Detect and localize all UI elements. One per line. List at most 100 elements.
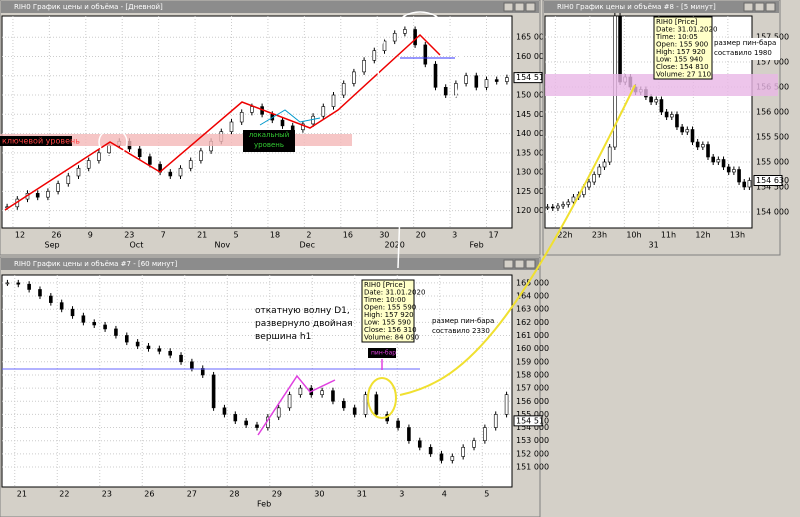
candle bbox=[675, 114, 679, 128]
candle bbox=[566, 201, 571, 205]
y-tick-label: 155 500 bbox=[756, 133, 789, 142]
candle bbox=[690, 129, 695, 143]
x-tick-label: 26 bbox=[51, 231, 61, 240]
tooltip-line: RIH0 [Price] bbox=[364, 281, 406, 289]
y-tick-label: 120 000 bbox=[516, 206, 549, 215]
wave-lines bbox=[257, 374, 336, 436]
candle bbox=[545, 206, 550, 209]
plot-area bbox=[1, 274, 513, 488]
x-tick-label: 12h bbox=[695, 231, 710, 240]
candle bbox=[649, 96, 653, 103]
candle bbox=[211, 374, 216, 409]
window-button[interactable] bbox=[743, 2, 754, 12]
x-tick-label: 9 bbox=[88, 231, 93, 240]
candle bbox=[417, 440, 422, 448]
candle bbox=[342, 400, 346, 409]
candle bbox=[124, 335, 129, 343]
candle bbox=[450, 456, 455, 461]
x-tick-label: 17 bbox=[489, 231, 499, 240]
window-button[interactable] bbox=[503, 259, 514, 269]
x-tick-label: 5 bbox=[484, 490, 489, 499]
candle bbox=[97, 152, 101, 161]
window-button[interactable] bbox=[514, 259, 525, 269]
y-tick-label: 140 000 bbox=[516, 129, 549, 138]
candle bbox=[179, 354, 183, 363]
candle bbox=[222, 407, 227, 415]
x-tick-label: 16 bbox=[343, 231, 353, 240]
y-tick-label: 160 000 bbox=[516, 344, 549, 353]
level-zone bbox=[545, 74, 778, 96]
candle bbox=[76, 167, 81, 177]
tooltip-line: Volume: 84 090 bbox=[364, 334, 419, 342]
candle bbox=[49, 295, 53, 303]
overlays: ключевой уровень локальный уровень RIH0 … bbox=[0, 11, 780, 436]
x-tick-label: 7 bbox=[161, 231, 166, 240]
y-tick-label: 156 000 bbox=[516, 397, 549, 406]
tooltip-line: Date: 31.01.2020 bbox=[364, 289, 425, 297]
y-tick-label: 157 000 bbox=[756, 58, 789, 67]
window-button[interactable] bbox=[765, 2, 776, 12]
candle bbox=[59, 302, 64, 310]
tooltip-line: Time: 10:00 bbox=[363, 296, 406, 304]
candle bbox=[320, 390, 324, 395]
x-tick-label: 26 bbox=[144, 490, 154, 499]
y-tick-label: 157 000 bbox=[516, 384, 549, 393]
window-title: RIH0 График цены и объёма #7 - [60 минут… bbox=[14, 260, 177, 268]
x-tick-label: 12 bbox=[15, 231, 25, 240]
y-tick-label: 135 000 bbox=[516, 148, 549, 157]
candle bbox=[607, 146, 612, 163]
candle bbox=[587, 181, 591, 188]
last-price: 154 510 bbox=[516, 416, 549, 425]
x-tick-label: 30 bbox=[314, 490, 324, 499]
window: RIH0 График цены и объёма #7 - [60 минут… bbox=[0, 256, 549, 517]
candle bbox=[352, 407, 357, 415]
candle bbox=[46, 191, 50, 198]
window-button[interactable] bbox=[503, 2, 514, 12]
y-tick-label: 154 000 bbox=[756, 208, 789, 217]
y-tick-label: 154 500 bbox=[756, 183, 789, 192]
candle bbox=[403, 29, 407, 34]
annotation: пин-бар bbox=[371, 350, 396, 357]
window-button[interactable] bbox=[514, 2, 525, 12]
candle bbox=[382, 40, 387, 51]
candle bbox=[298, 387, 303, 395]
x-tick-label: 2 bbox=[306, 231, 311, 240]
y-tick-label: 159 000 bbox=[516, 357, 549, 366]
candle bbox=[747, 180, 752, 188]
candle bbox=[737, 169, 741, 183]
window-button[interactable] bbox=[525, 2, 536, 12]
candle bbox=[392, 33, 397, 42]
x-period-label: Oct bbox=[130, 241, 144, 250]
candle bbox=[561, 204, 565, 207]
candle bbox=[168, 350, 172, 356]
candle bbox=[472, 440, 476, 448]
window-button[interactable] bbox=[525, 259, 536, 269]
last-price-bg bbox=[753, 175, 783, 186]
candle bbox=[135, 341, 140, 347]
candle bbox=[362, 60, 366, 73]
tooltip-line: Low: 155 940 bbox=[656, 56, 703, 64]
y-tick-label: 145 000 bbox=[516, 110, 549, 119]
x-tick-label: 3 bbox=[399, 490, 404, 499]
y-tick-label: 125 000 bbox=[516, 187, 549, 196]
candle bbox=[571, 196, 576, 203]
candle bbox=[250, 106, 254, 113]
label-bg bbox=[0, 136, 72, 146]
candle bbox=[494, 79, 499, 82]
candle bbox=[199, 150, 203, 161]
candle bbox=[664, 111, 669, 118]
x-tick-label: 22 bbox=[59, 490, 69, 499]
x-tick-label: 4 bbox=[442, 490, 447, 499]
candle bbox=[244, 420, 248, 426]
plot-area bbox=[1, 15, 513, 229]
window-button[interactable] bbox=[754, 2, 765, 12]
annotation-box: локальный уровень bbox=[249, 131, 290, 149]
annotation: ключевой уровень bbox=[2, 137, 80, 146]
y-tick-label: 153 000 bbox=[516, 436, 549, 445]
candle bbox=[556, 205, 560, 209]
annotation: размер пин-бара составило 2330 п. bbox=[432, 317, 495, 338]
candle bbox=[27, 283, 31, 290]
candle bbox=[352, 71, 356, 84]
